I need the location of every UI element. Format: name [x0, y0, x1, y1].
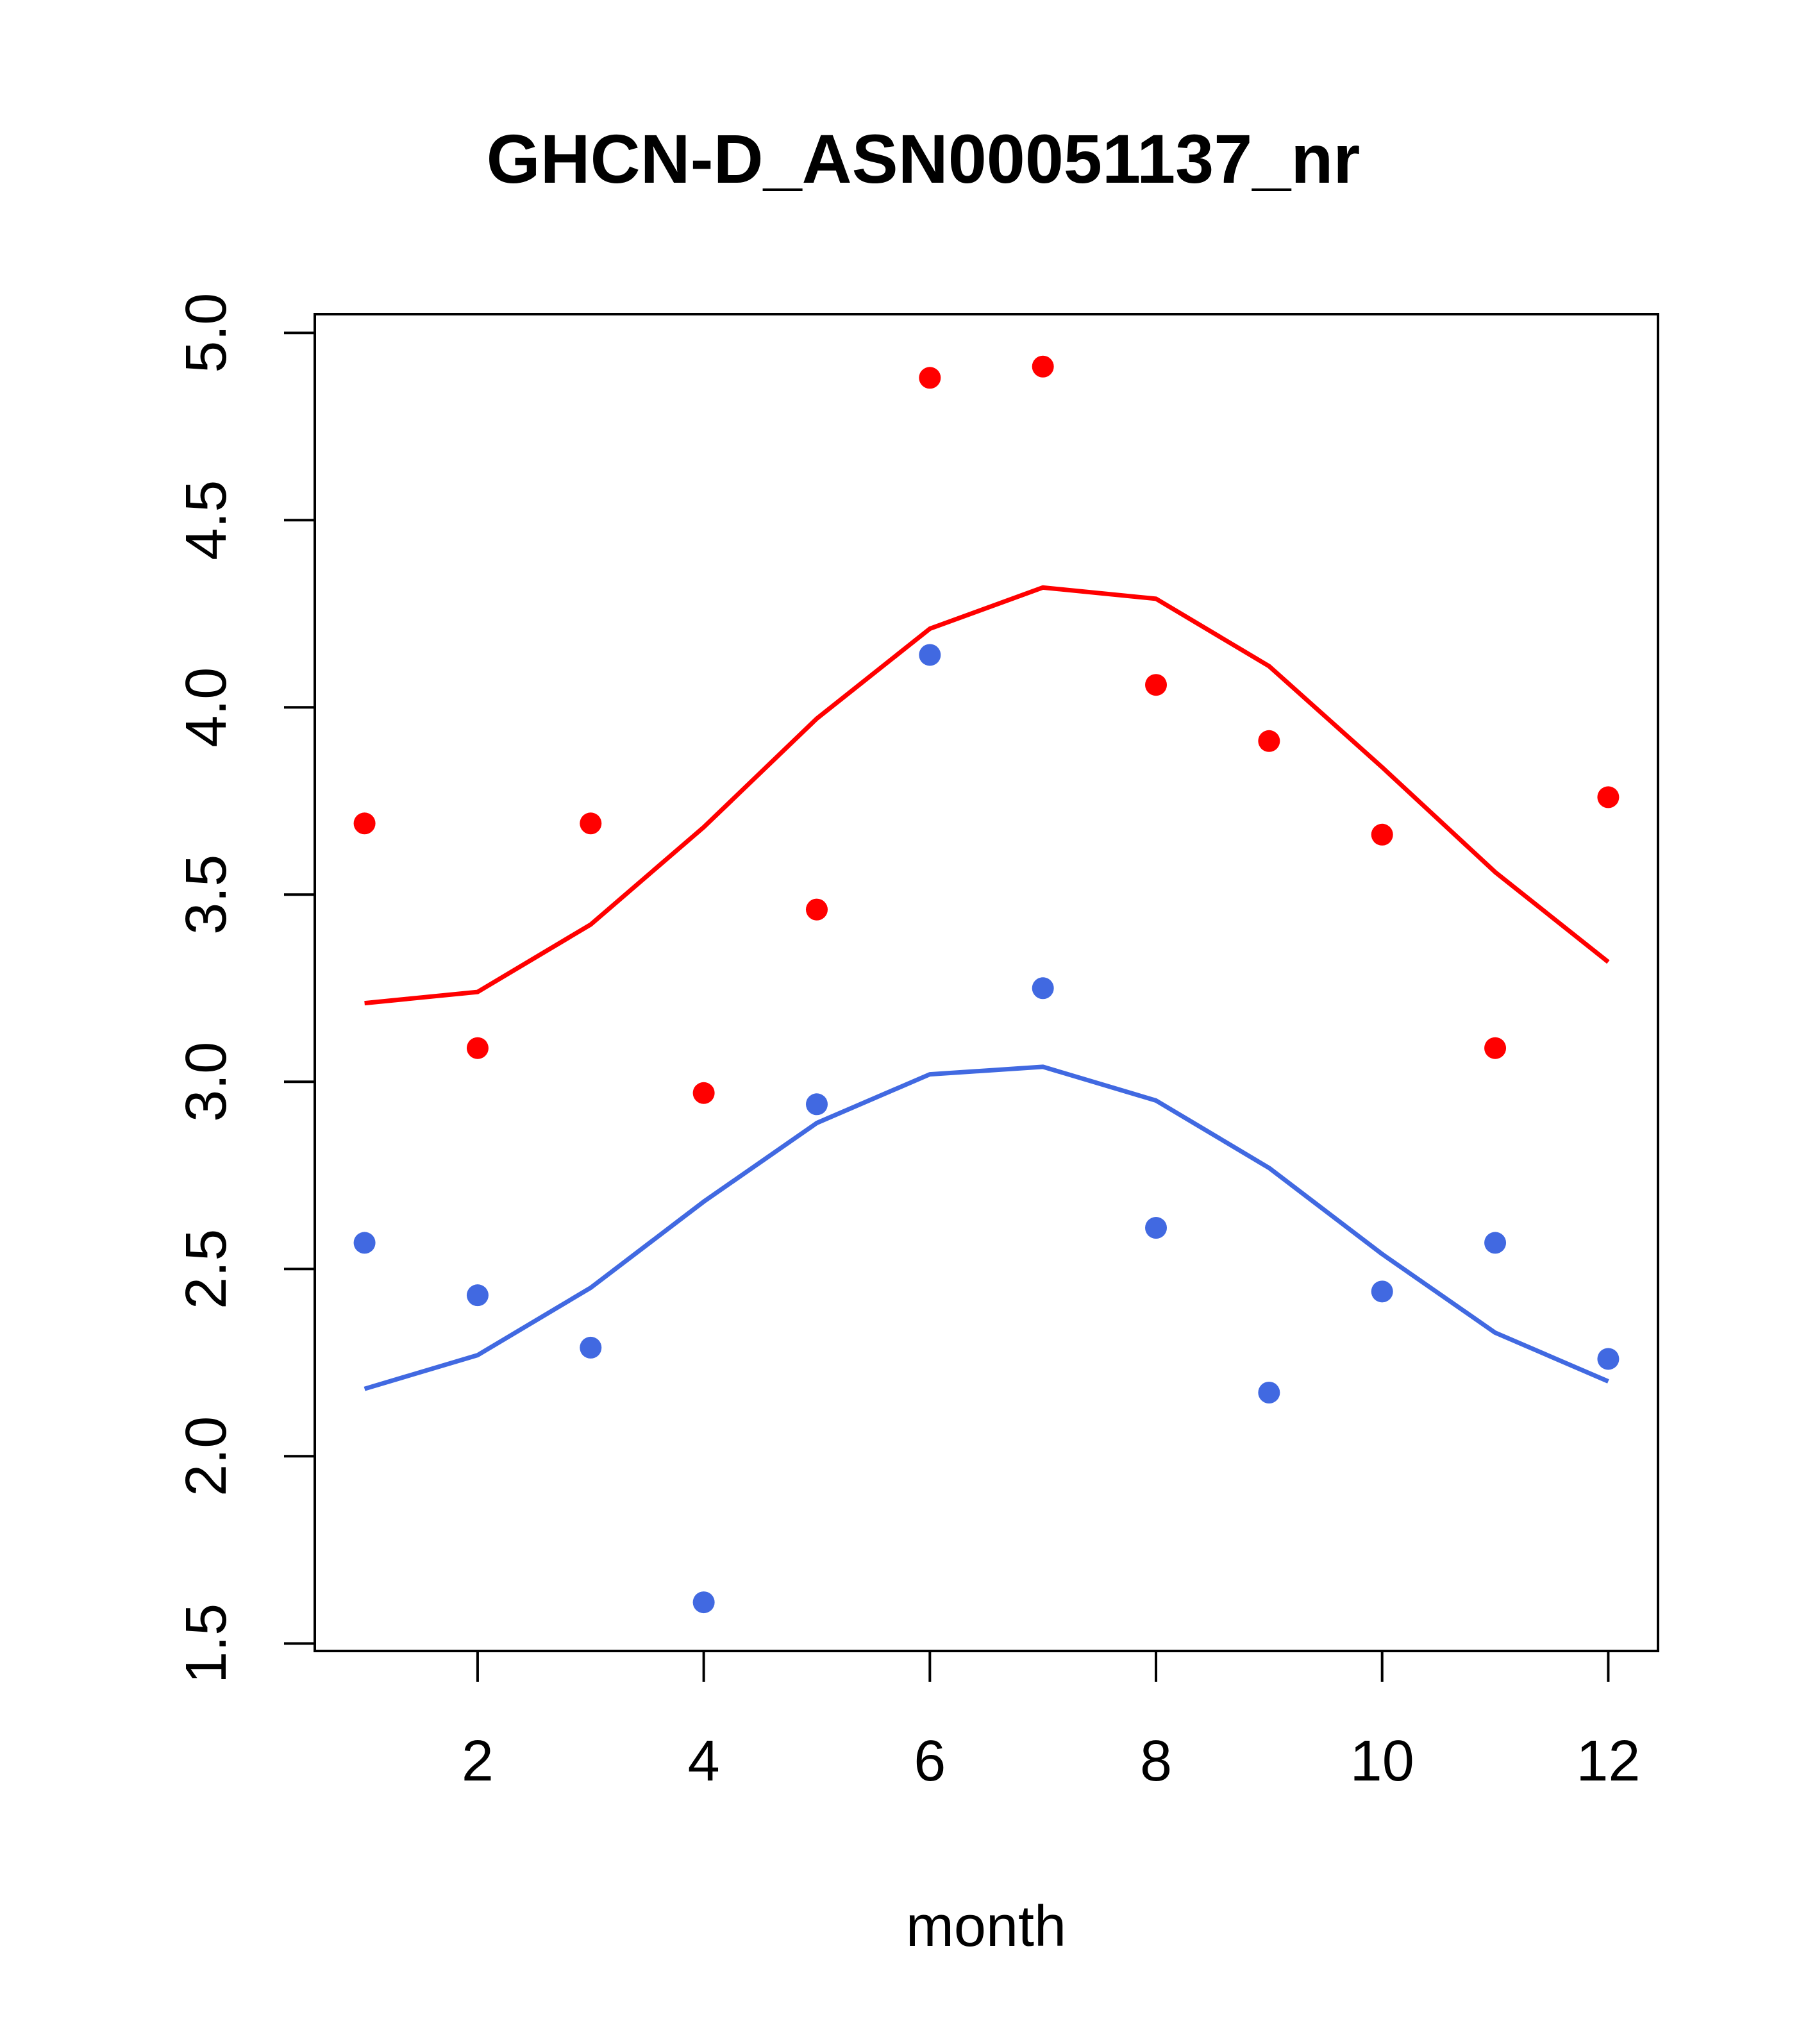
chart-title: GHCN-D_ASN00051137_nr: [487, 120, 1361, 197]
x-tick-label: 2: [462, 1729, 494, 1793]
y-tick-label: 2.5: [174, 1229, 239, 1309]
data-point-series-0: [1032, 355, 1054, 378]
data-point-series-2: [1145, 1217, 1168, 1239]
data-point-series-0: [353, 812, 376, 835]
x-tick-label: 6: [914, 1729, 946, 1793]
series-line-1: [364, 585, 1610, 1006]
data-point-series-2: [1258, 1382, 1280, 1404]
plot-frame: [314, 313, 1659, 1652]
y-tick-label: 1.5: [174, 1604, 239, 1684]
data-point-series-0: [805, 898, 828, 921]
x-tick-label: 4: [688, 1729, 720, 1793]
data-point-series-0: [1484, 1037, 1507, 1059]
y-tick-label: 4.0: [174, 667, 239, 748]
data-point-series-0: [466, 1037, 489, 1059]
data-point-series-0: [1371, 823, 1393, 846]
data-point-series-2: [580, 1336, 602, 1359]
data-point-series-2: [1032, 977, 1054, 1000]
data-point-series-2: [353, 1232, 376, 1254]
data-point-series-0: [580, 812, 602, 835]
data-point-series-2: [919, 644, 941, 666]
x-axis-title: month: [906, 1895, 1066, 1959]
y-tick-label: 4.5: [174, 480, 239, 560]
x-tick-label: 10: [1350, 1729, 1414, 1793]
x-tick-label: 12: [1576, 1729, 1640, 1793]
y-tick-label: 2.0: [174, 1416, 239, 1496]
data-point-series-2: [1371, 1280, 1393, 1303]
data-point-series-2: [805, 1093, 828, 1116]
data-point-series-2: [1597, 1348, 1620, 1370]
x-axis: 2 4 6 8 10 12: [462, 1650, 1640, 1793]
data-point-series-0: [1597, 786, 1620, 808]
y-axis: 1.5 2.0 2.5 3.0 3.5 4.0 4.5 5.0: [174, 293, 316, 1684]
series-layer: [353, 355, 1620, 1614]
y-tick-label: 5.0: [174, 293, 239, 373]
x-tick-label: 8: [1140, 1729, 1172, 1793]
y-tick-label: 3.0: [174, 1042, 239, 1122]
data-point-series-2: [1484, 1232, 1507, 1254]
data-point-series-0: [1258, 730, 1280, 752]
data-point-series-0: [1145, 674, 1168, 696]
data-point-series-0: [919, 367, 941, 389]
data-point-series-0: [692, 1082, 715, 1104]
y-tick-label: 3.5: [174, 855, 239, 935]
data-point-series-2: [692, 1591, 715, 1614]
series-line-3: [364, 1064, 1609, 1391]
data-point-series-2: [466, 1284, 489, 1307]
